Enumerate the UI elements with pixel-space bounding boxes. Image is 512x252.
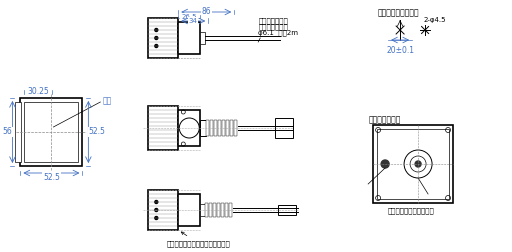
Bar bbox=[214, 203, 216, 217]
Bar bbox=[206, 120, 209, 136]
Bar bbox=[222, 120, 225, 136]
Bar bbox=[25, 102, 78, 162]
Text: 耐熱塩化ビニル: 耐熱塩化ビニル bbox=[258, 17, 288, 24]
Circle shape bbox=[155, 37, 158, 40]
Text: ピント調整用ボリューム: ピント調整用ボリューム bbox=[388, 207, 435, 214]
Bar bbox=[234, 120, 237, 136]
Bar bbox=[377, 129, 449, 199]
Bar bbox=[148, 190, 178, 230]
Text: 20±0.1: 20±0.1 bbox=[386, 46, 414, 55]
Text: 2-φ4.5: 2-φ4.5 bbox=[423, 17, 445, 23]
Circle shape bbox=[381, 160, 389, 168]
Bar bbox=[214, 120, 217, 136]
Bar bbox=[230, 120, 233, 136]
Bar bbox=[278, 205, 296, 215]
Text: φ6.1  標準2m: φ6.1 標準2m bbox=[258, 29, 298, 36]
Text: 外部照明用出力: 外部照明用出力 bbox=[368, 115, 400, 124]
Bar bbox=[178, 194, 200, 226]
Bar bbox=[229, 203, 232, 217]
Bar bbox=[218, 120, 221, 136]
Text: 34: 34 bbox=[189, 18, 198, 24]
Bar bbox=[20, 98, 82, 166]
Bar bbox=[178, 110, 200, 146]
Bar bbox=[226, 120, 229, 136]
Bar bbox=[200, 120, 206, 136]
Bar bbox=[148, 106, 178, 150]
Bar bbox=[209, 203, 212, 217]
Bar bbox=[148, 18, 178, 58]
Bar bbox=[200, 32, 205, 44]
Bar bbox=[217, 203, 220, 217]
Bar bbox=[200, 204, 205, 216]
Text: 光軸: 光軸 bbox=[102, 97, 112, 106]
Bar bbox=[373, 125, 453, 203]
Circle shape bbox=[155, 201, 158, 204]
Text: 26.5: 26.5 bbox=[182, 14, 197, 20]
Bar bbox=[275, 118, 293, 138]
Text: 30.25: 30.25 bbox=[28, 87, 49, 97]
Bar bbox=[205, 203, 208, 217]
Circle shape bbox=[155, 208, 158, 211]
Bar bbox=[221, 203, 224, 217]
Text: 86: 86 bbox=[201, 8, 211, 16]
Circle shape bbox=[155, 28, 158, 32]
Text: 取りつけ穴加工寸法: 取りつけ穴加工寸法 bbox=[378, 8, 420, 17]
Circle shape bbox=[415, 161, 421, 167]
Text: 52.5: 52.5 bbox=[43, 173, 60, 182]
Text: 取付金具は各側面に取りつけ可能: 取付金具は各側面に取りつけ可能 bbox=[166, 232, 230, 247]
Bar bbox=[15, 102, 22, 162]
Text: シールドコード: シールドコード bbox=[258, 23, 288, 30]
Text: 56: 56 bbox=[3, 128, 12, 137]
Circle shape bbox=[155, 45, 158, 47]
Text: 52.5: 52.5 bbox=[89, 128, 105, 137]
Circle shape bbox=[155, 216, 158, 219]
Bar bbox=[210, 120, 214, 136]
Bar bbox=[178, 22, 200, 54]
Bar bbox=[225, 203, 228, 217]
